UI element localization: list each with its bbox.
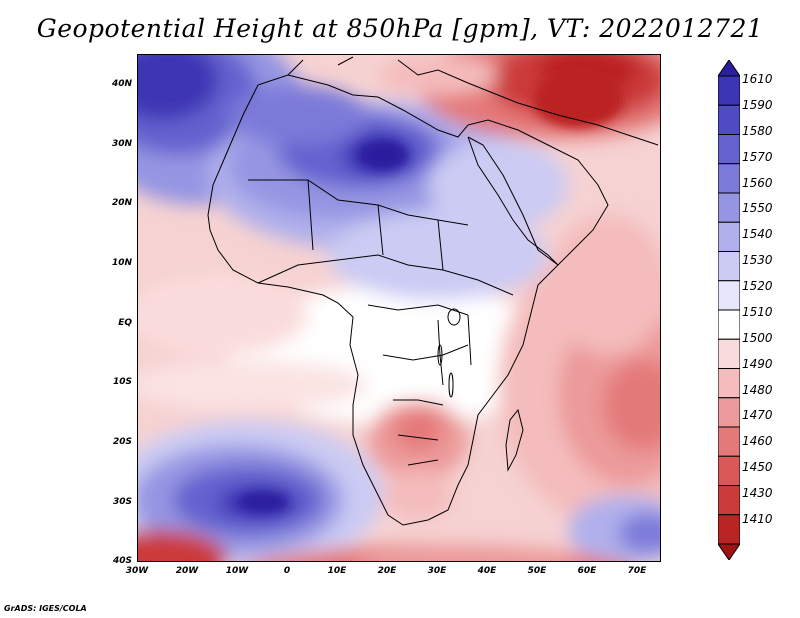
colorbar-swatch xyxy=(718,75,740,106)
lon-tick-label: 10E xyxy=(327,566,347,576)
colorbar-swatch xyxy=(718,309,740,340)
lakes xyxy=(437,308,461,398)
colorbar-level-label: 1480 xyxy=(742,382,773,397)
colorbar-level-label: 1490 xyxy=(742,356,773,371)
lat-tick-label: 10S xyxy=(112,377,132,387)
map-title: Geopotential Height at 850hPa [gpm], VT:… xyxy=(36,14,764,43)
lon-tick-label: 70E xyxy=(627,566,647,576)
colorbar-level-label: 1520 xyxy=(742,279,773,294)
colorbar-level-label: 1610 xyxy=(742,72,773,86)
colorbar-swatch xyxy=(718,543,740,560)
colorbar-swatch xyxy=(718,455,740,486)
colorbar-level-label: 1470 xyxy=(742,408,773,423)
map-panel xyxy=(137,54,661,562)
lon-tick-label: 20W xyxy=(175,566,199,576)
colorbar-swatch xyxy=(718,104,740,135)
colorbar-level-label: 1530 xyxy=(742,253,773,268)
colorbar-level-label: 1540 xyxy=(742,227,773,242)
colorbar-level-label: 1560 xyxy=(742,175,773,190)
lon-tick-label: 50E xyxy=(527,566,547,576)
lon-tick-label: 30W xyxy=(125,566,149,576)
colorbar-level-label: 1430 xyxy=(742,486,773,501)
lat-tick-label: 30S xyxy=(112,497,132,507)
lon-tick-label: 60E xyxy=(577,566,597,576)
colorbar-swatch xyxy=(718,280,740,311)
colorbar-level-label: 1580 xyxy=(742,123,773,138)
colorbar xyxy=(718,60,740,560)
colorbar-swatch xyxy=(718,397,740,428)
colorbar-swatch xyxy=(718,60,740,77)
lat-tick-label: 20S xyxy=(112,437,132,447)
coastlines xyxy=(207,56,659,526)
colorbar-swatch xyxy=(718,338,740,369)
field-shading xyxy=(138,55,660,561)
colorbar-swatch xyxy=(718,221,740,252)
colorbar-level-label: 1550 xyxy=(742,201,773,216)
colorbar-swatch xyxy=(718,514,740,545)
colorbar-level-label: 1500 xyxy=(742,330,773,345)
colorbar-swatch xyxy=(718,163,740,194)
colorbar-level-label: 1590 xyxy=(742,97,773,112)
colorbar-swatch xyxy=(718,485,740,516)
colorbar-level-label: 1510 xyxy=(742,304,773,319)
lon-tick-label: 20E xyxy=(377,566,397,576)
colorbar-level-label: 1460 xyxy=(742,434,773,449)
credit-text: GrADS: IGES/COLA xyxy=(4,604,87,613)
colorbar-swatch xyxy=(718,368,740,399)
colorbar-swatch xyxy=(718,192,740,223)
colorbar-swatch xyxy=(718,134,740,165)
colorbar-level-label: 1410 xyxy=(742,512,773,526)
lon-tick-label: 30E xyxy=(427,566,447,576)
lon-tick-label: 10W xyxy=(225,566,249,576)
lon-tick-label: 40E xyxy=(477,566,497,576)
geopotential-height-field xyxy=(138,55,660,561)
colorbar-level-label: 1450 xyxy=(742,460,773,475)
lat-tick-label: EQ xyxy=(118,318,132,328)
lat-tick-label: 20N xyxy=(111,198,132,208)
lat-tick-label: 40N xyxy=(111,79,132,89)
lat-tick-label: 40S xyxy=(112,556,132,566)
colorbar-swatch xyxy=(718,426,740,457)
lat-tick-label: 30N xyxy=(111,139,132,149)
colorbar-swatch xyxy=(718,251,740,282)
colorbar-level-label: 1570 xyxy=(742,149,773,164)
lon-tick-label: 0 xyxy=(283,566,291,576)
lat-tick-label: 10N xyxy=(111,258,132,268)
